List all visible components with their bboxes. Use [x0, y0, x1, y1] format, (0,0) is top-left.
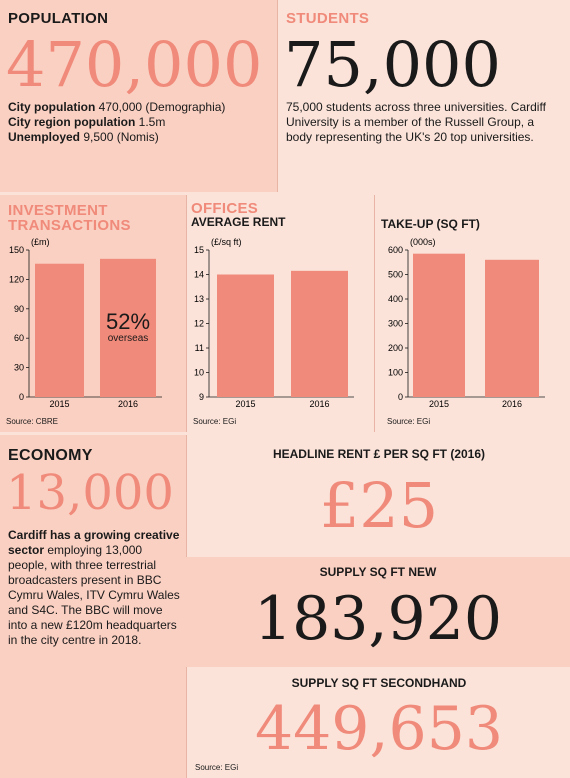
y-tick-label: 500: [388, 270, 403, 280]
x-tick-label: 2015: [49, 399, 69, 409]
takeup-source: Source: EGi: [387, 417, 431, 426]
bar-2015: [35, 263, 84, 397]
y-tick-label: 200: [388, 343, 403, 353]
y-tick-label: 400: [388, 294, 403, 304]
investment-source: Source: CBRE: [6, 417, 59, 426]
annotation-text: overseas: [108, 333, 149, 344]
y-tick-label: 60: [14, 333, 24, 343]
bar-2016: [291, 270, 348, 397]
population-line: Unemployed 9,500 (Nomis): [8, 130, 159, 144]
investment-chart: (£m) 0 30 60 90 120 150 2015 2016 52%overseas: [9, 237, 162, 409]
y-tick-label: 10: [194, 368, 204, 378]
y-tick-label: 12: [194, 319, 204, 329]
y-axis-unit-label: (000s): [410, 237, 436, 247]
bar-2015: [217, 274, 274, 397]
bar-2016: [100, 258, 156, 397]
population-details: City population 470,000 (Demographia) Ci…: [8, 100, 225, 145]
y-tick-label: 0: [398, 392, 403, 402]
y-tick-label: 300: [388, 319, 403, 329]
investment-heading: INVESTMENT TRANSACTIONS: [8, 202, 131, 234]
population-figure: 470,000: [6, 28, 263, 101]
x-tick-label: 2015: [235, 399, 255, 409]
economy-figure: 13,000: [6, 465, 174, 521]
bar-2015: [413, 253, 465, 397]
headline-rent-figure: £25: [319, 469, 439, 542]
population-heading: POPULATION: [8, 10, 109, 27]
takeup-title: TAKE-UP (SQ FT): [381, 217, 480, 231]
y-tick-label: 600: [388, 245, 403, 255]
bar-2016: [485, 259, 539, 397]
supply-new-label: SUPPLY SQ FT NEW: [319, 565, 437, 579]
y-tick-label: 15: [194, 245, 204, 255]
population-line: City population 470,000 (Demographia): [8, 100, 226, 114]
y-tick-label: 150: [9, 245, 24, 255]
students-heading: STUDENTS: [286, 10, 370, 27]
avg-rent-panel: OFFICES AVERAGE RENT (£/sq ft) 9 10 11 12 13 1…: [186, 195, 374, 432]
population-panel: POPULATION 470,000 City population 470,0…: [0, 0, 277, 192]
x-tick-label: 2016: [309, 399, 329, 409]
students-text: 75,000 students across three universitie…: [286, 100, 546, 144]
supply-new-panel: SUPPLY SQ FT NEW 183,920: [186, 557, 570, 667]
supply-secondhand-panel: SUPPLY SQ FT SECONDHAND 449,653 Source: …: [186, 667, 570, 778]
y-tick-label: 13: [194, 294, 204, 304]
supply-secondhand-source: Source: EGi: [195, 763, 239, 772]
takeup-chart: (000s) 0 100 200 300 400 500 600 2015 2016: [388, 237, 545, 409]
y-tick-label: 90: [14, 304, 24, 314]
economy-heading: ECONOMY: [8, 447, 93, 464]
y-tick-label: 30: [14, 363, 24, 373]
economy-text: Cardiff has a growing creative sector em…: [8, 528, 180, 647]
y-tick-label: 100: [388, 368, 403, 378]
y-tick-label: 9: [199, 392, 204, 402]
x-tick-label: 2015: [429, 399, 449, 409]
avg-rent-source: Source: EGi: [193, 417, 237, 426]
population-line: City region population 1.5m: [8, 115, 166, 129]
students-figure: 75,000: [284, 28, 501, 101]
annotation-value: 52%: [106, 309, 150, 334]
y-tick-label: 0: [19, 392, 24, 402]
supply-new-figure: 183,920: [253, 584, 503, 654]
y-axis-unit-label: (£m): [31, 237, 50, 247]
y-tick-label: 14: [194, 270, 204, 280]
offices-heading: OFFICES: [191, 200, 259, 217]
y-axis-unit-label: (£/sq ft): [211, 237, 242, 247]
supply-secondhand-figure: 449,653: [254, 694, 504, 764]
students-panel: STUDENTS 75,000 75,000 students across t…: [277, 0, 570, 192]
headline-rent-panel: HEADLINE RENT £ PER SQ FT (2016) £25: [186, 435, 570, 557]
y-tick-label: 120: [9, 274, 24, 284]
x-tick-label: 2016: [502, 399, 522, 409]
economy-panel: ECONOMY 13,000 Cardiff has a growing cre…: [0, 435, 186, 778]
x-tick-label: 2016: [118, 399, 138, 409]
y-tick-label: 11: [195, 343, 204, 353]
headline-rent-label: HEADLINE RENT £ PER SQ FT (2016): [272, 447, 486, 461]
supply-secondhand-label: SUPPLY SQ FT SECONDHAND: [291, 676, 467, 690]
avg-rent-title: AVERAGE RENT: [191, 215, 286, 229]
investment-panel: INVESTMENT TRANSACTIONS (£m) 0 30 60 90 120 15…: [0, 195, 186, 432]
takeup-panel: TAKE-UP (SQ FT) (000s) 0 100 200 300 400 500 60…: [374, 195, 570, 432]
avg-rent-chart: (£/sq ft) 9 10 11 12 13 14 15 2015 2016: [194, 237, 354, 409]
